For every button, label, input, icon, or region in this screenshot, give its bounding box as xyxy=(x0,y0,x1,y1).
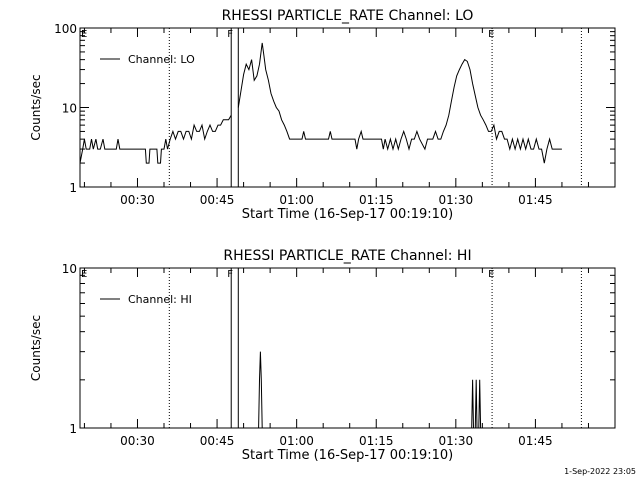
x-tick-label: 00:45 xyxy=(200,193,235,207)
marker-label: F xyxy=(227,29,233,40)
x-tick-label: 01:30 xyxy=(439,193,474,207)
x-tick-label: 01:00 xyxy=(279,434,314,448)
marker-label: E xyxy=(488,269,494,280)
y-axis-label: Counts/sec xyxy=(29,74,43,140)
y-tick-label: 1 xyxy=(69,422,77,436)
chart-title: RHESSI PARTICLE_RATE Channel: HI xyxy=(223,248,471,264)
plot-frame xyxy=(79,267,616,429)
y-tick-label: 10 xyxy=(62,102,77,116)
marker-label: F xyxy=(227,269,233,280)
x-tick-label: 00:45 xyxy=(200,434,235,448)
series-line xyxy=(79,114,232,164)
series-line xyxy=(237,42,562,164)
x-tick-label: 00:30 xyxy=(120,193,155,207)
marker-label: E xyxy=(81,29,87,40)
panel-lo: RHESSI PARTICLE_RATE Channel: LO 1 10 100 00… xyxy=(29,8,616,222)
y-tick-label: 1 xyxy=(69,181,77,195)
series-line xyxy=(258,351,482,429)
chart-title: RHESSI PARTICLE_RATE Channel: LO xyxy=(222,8,474,24)
y-tick-label: 100 xyxy=(54,22,77,36)
x-tick-label: 01:45 xyxy=(518,434,553,448)
x-tick-label: 00:30 xyxy=(120,434,155,448)
x-tick-label: 01:00 xyxy=(279,193,314,207)
footer-date: 1-Sep-2022 23:05 xyxy=(564,467,636,476)
y-tick-label: 10 xyxy=(62,262,77,276)
x-tick-label: 01:15 xyxy=(359,193,394,207)
x-axis-label: Start Time (16-Sep-17 00:19:10) xyxy=(242,207,453,222)
x-tick-label: 01:45 xyxy=(518,193,553,207)
panel-hi: RHESSI PARTICLE_RATE Channel: HI 1 10 00:30… xyxy=(29,248,616,463)
legend-label: Channel: LO xyxy=(128,53,195,66)
x-tick-label: 01:30 xyxy=(439,434,474,448)
marker-label: E xyxy=(488,29,494,40)
marker-label: E xyxy=(81,269,87,280)
x-axis-label: Start Time (16-Sep-17 00:19:10) xyxy=(242,448,453,463)
y-axis-label: Counts/sec xyxy=(29,315,43,381)
legend-label: Channel: HI xyxy=(128,293,192,306)
x-tick-label: 01:15 xyxy=(359,434,394,448)
